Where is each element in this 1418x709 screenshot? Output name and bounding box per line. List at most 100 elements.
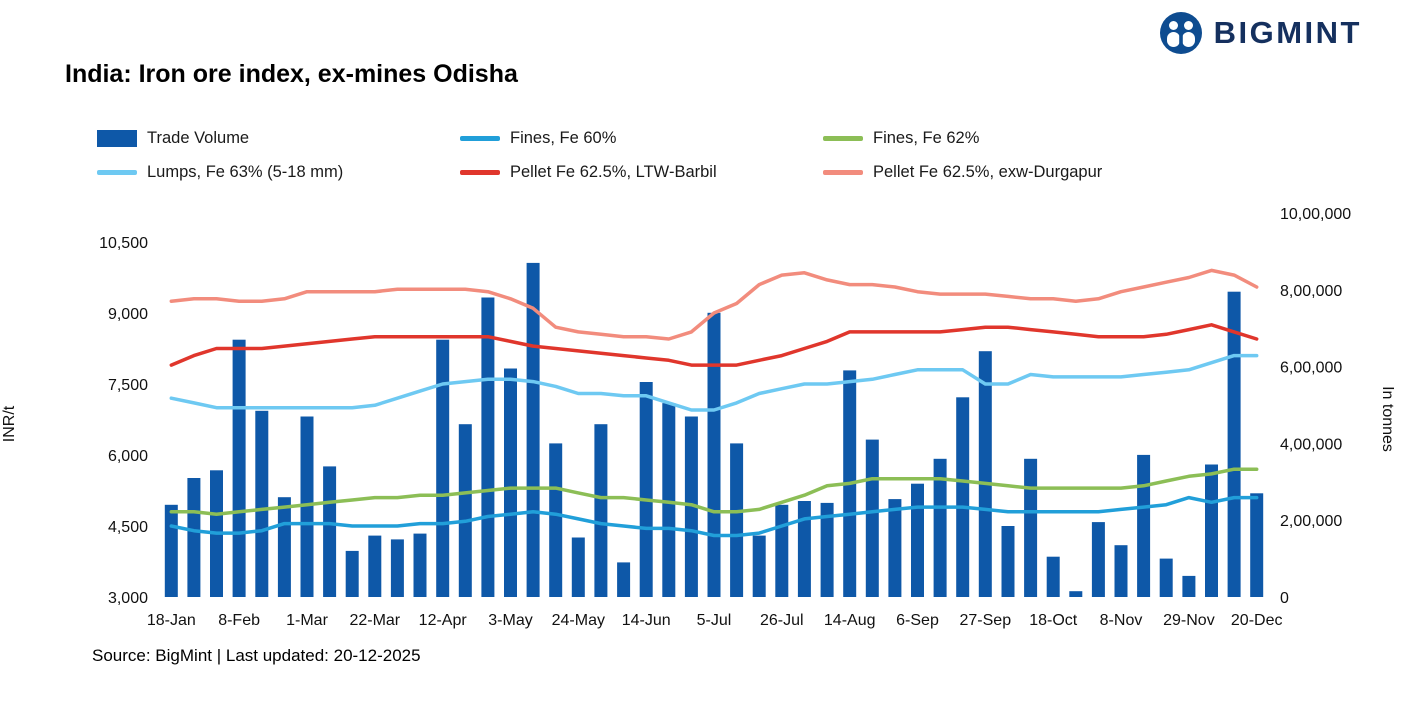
trade-volume-bar xyxy=(594,424,608,597)
trade-volume-bar xyxy=(323,466,337,597)
trade-volume-bar xyxy=(956,397,970,597)
x-axis-tick: 24-May xyxy=(552,612,605,629)
trade-volume-bar xyxy=(504,368,517,597)
x-axis-tick: 8-Nov xyxy=(1100,612,1143,629)
legend-item-trade-volume: Trade Volume xyxy=(97,127,460,149)
trade-volume-bar xyxy=(1001,526,1015,597)
trade-volume-bar xyxy=(232,339,246,597)
trade-volume-bar xyxy=(481,297,495,597)
x-axis-tick: 20-Dec xyxy=(1231,612,1283,629)
lumps-fe63-swatch xyxy=(97,169,137,175)
right-axis-tick: 0 xyxy=(1280,590,1289,607)
left-axis-tick: 10,500 xyxy=(99,235,148,252)
fines-fe60-swatch xyxy=(460,135,500,141)
legend-item-pellet-durgapur: Pellet Fe 62.5%, exw-Durgapur xyxy=(823,161,1102,183)
trade-volume-bar xyxy=(865,439,879,597)
trade-volume-bar xyxy=(1205,464,1218,597)
trade-volume-bar xyxy=(255,410,269,597)
trade-volume-bar xyxy=(1114,545,1128,597)
trade-volume-bar xyxy=(277,497,291,597)
trade-volume-bar xyxy=(300,416,314,597)
trade-volume-bar xyxy=(1024,458,1038,597)
trade-volume-bar xyxy=(549,443,563,597)
x-axis-tick: 26-Jul xyxy=(760,612,804,629)
legend-item-pellet-barbil: Pellet Fe 62.5%, LTW-Barbil xyxy=(460,161,823,183)
x-axis-tick: 14-Aug xyxy=(824,612,876,629)
x-axis-tick: 22-Mar xyxy=(349,612,400,629)
trade-volume-bar xyxy=(1137,454,1151,597)
legend-label-pellet-barbil: Pellet Fe 62.5%, LTW-Barbil xyxy=(510,162,717,181)
legend: Trade Volume Fines, Fe 60% Fines, Fe 62%… xyxy=(97,127,1102,183)
trade-volume-bar xyxy=(639,382,653,597)
trade-volume-bar xyxy=(368,535,382,597)
x-axis-tick: 18-Oct xyxy=(1029,612,1078,629)
trade-volume-bar xyxy=(1091,522,1105,597)
left-axis-tick: 7,500 xyxy=(108,377,148,394)
x-axis-tick: 12-Apr xyxy=(419,612,468,629)
right-axis-tick: 2,00,000 xyxy=(1280,513,1342,530)
trade-volume-bar xyxy=(684,416,698,597)
legend-item-lumps-fe63: Lumps, Fe 63% (5-18 mm) xyxy=(97,161,460,183)
trade-volume-bar xyxy=(571,537,585,597)
trade-volume-swatch xyxy=(97,129,137,147)
x-axis-tick: 29-Nov xyxy=(1163,612,1215,629)
legend-item-fines-fe60: Fines, Fe 60% xyxy=(460,127,823,149)
pellet-durgapur-swatch xyxy=(823,169,863,175)
series-line-pellet-fe-62-5-ltw-barbil xyxy=(169,323,1259,367)
x-axis-tick: 18-Jan xyxy=(147,612,196,629)
trade-volume-bar xyxy=(911,483,924,597)
trade-volume-bar xyxy=(775,504,789,597)
trade-volume-bar xyxy=(820,502,834,597)
right-axis-tick: 10,00,000 xyxy=(1280,206,1351,223)
trade-volume-bar xyxy=(617,562,631,597)
fines-fe62-swatch xyxy=(823,135,863,141)
trade-volume-bar xyxy=(458,424,472,597)
x-axis-tick: 6-Sep xyxy=(896,612,939,629)
right-axis-tick: 8,00,000 xyxy=(1280,283,1342,300)
trade-volume-bar xyxy=(187,478,201,597)
trade-volume-bar xyxy=(707,312,721,597)
left-axis-tick: 6,000 xyxy=(108,448,148,465)
trade-volume-bar xyxy=(1069,591,1083,597)
bigmint-logo: BIGMINT xyxy=(1158,10,1362,56)
bigmint-logo-text: BIGMINT xyxy=(1213,15,1362,50)
source-note: Source: BigMint | Last updated: 20-12-20… xyxy=(92,646,421,665)
x-axis-tick: 5-Jul xyxy=(697,612,732,629)
trade-volume-bar xyxy=(164,504,178,597)
trade-volume-bar xyxy=(1250,493,1264,597)
chart-title: India: Iron ore index, ex-mines Odisha xyxy=(65,60,518,88)
right-axis-tick: 4,00,000 xyxy=(1280,436,1342,453)
trade-volume-bar xyxy=(1182,575,1196,597)
x-axis-tick: 3-May xyxy=(488,612,532,629)
x-axis-tick: 8-Feb xyxy=(218,612,260,629)
series-line-fines-fe-62 xyxy=(169,467,1259,516)
legend-label-lumps-fe63: Lumps, Fe 63% (5-18 mm) xyxy=(147,162,344,181)
bigmint-logo-icon xyxy=(1159,12,1202,54)
trade-volume-bar xyxy=(978,351,992,597)
legend-label-fines-fe62: Fines, Fe 62% xyxy=(873,128,980,147)
pellet-barbil-swatch xyxy=(460,169,500,175)
trade-volume-bar xyxy=(1227,291,1241,597)
x-axis-tick: 14-Jun xyxy=(622,612,671,629)
series-line-lumps-fe-63-5-18-mm xyxy=(169,353,1259,412)
trade-volume-bar xyxy=(730,443,744,597)
trade-volume-bar xyxy=(933,458,947,597)
legend-item-fines-fe62: Fines, Fe 62% xyxy=(823,127,1102,149)
left-axis-tick: 9,000 xyxy=(108,306,148,323)
series-line-pellet-fe-62-5-exw-durgapur xyxy=(169,268,1259,341)
series-line-fines-fe-60 xyxy=(169,495,1259,538)
left-axis-tick: 4,500 xyxy=(108,519,148,536)
x-axis-tick: 27-Sep xyxy=(960,612,1012,629)
trade-volume-bar xyxy=(390,539,404,597)
trade-volume-bar xyxy=(662,403,676,597)
trade-volume-bar xyxy=(436,339,450,597)
legend-label-trade-volume: Trade Volume xyxy=(147,128,250,147)
trade-volume-bar xyxy=(1046,556,1060,597)
legend-label-fines-fe60: Fines, Fe 60% xyxy=(510,128,617,147)
trade-volume-bar xyxy=(888,499,902,597)
right-axis-tick: 6,00,000 xyxy=(1280,360,1342,377)
legend-label-pellet-durgapur: Pellet Fe 62.5%, exw-Durgapur xyxy=(873,162,1103,181)
left-axis-tick: 3,000 xyxy=(108,590,148,607)
trade-volume-bar xyxy=(345,550,359,597)
